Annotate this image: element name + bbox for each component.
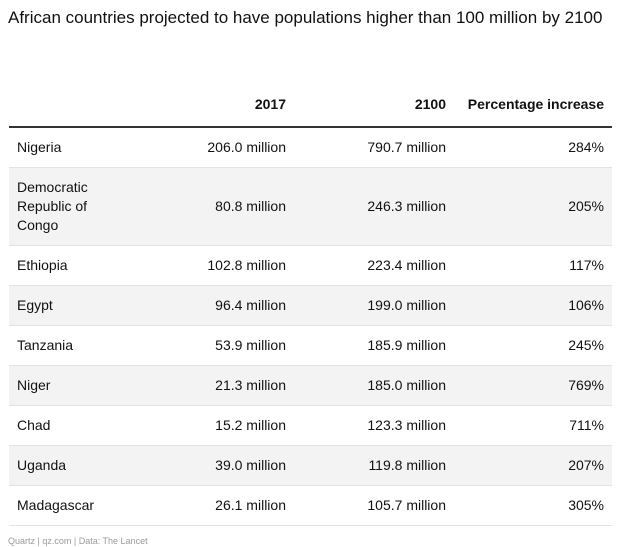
cell-country: Nigeria — [9, 127, 139, 168]
cell-population-2017: 26.1 million — [139, 485, 294, 526]
cell-population-2100: 119.8 million — [294, 445, 454, 486]
cell-percentage-increase: 284% — [454, 127, 612, 168]
cell-country: Uganda — [9, 445, 139, 486]
cell-country: Chad — [9, 405, 139, 446]
cell-percentage-increase: 711% — [454, 405, 612, 446]
cell-population-2017: 39.0 million — [139, 445, 294, 486]
header-2100: 2100 — [414, 96, 446, 112]
table-row: Nigeria 206.0 million 790.7 million 284% — [9, 127, 612, 168]
cell-country: Tanzania — [9, 325, 139, 366]
chart-title: African countries projected to have popu… — [8, 8, 603, 27]
cell-population-2100: 223.4 million — [294, 245, 454, 286]
table-row: Chad 15.2 million 123.3 million 711% — [9, 405, 612, 446]
table-header-row: 2017 2100 Percentage increase — [9, 74, 612, 127]
table-row: Madagascar 26.1 million 105.7 million 305% — [9, 485, 612, 526]
cell-population-2100: 185.9 million — [294, 325, 454, 366]
cell-percentage-increase: 106% — [454, 285, 612, 326]
table-body: Nigeria 206.0 million 790.7 million 284% Dem… — [9, 127, 612, 526]
table-row: Uganda 39.0 million 119.8 million 207% — [9, 445, 612, 486]
table-row: Ethiopia 102.8 million 223.4 million 117% — [9, 245, 612, 286]
cell-percentage-increase: 205% — [454, 167, 612, 246]
cell-population-2017: 15.2 million — [139, 405, 294, 446]
cell-population-2100: 246.3 million — [294, 167, 454, 246]
header-2017: 2017 — [254, 96, 286, 112]
cell-percentage-increase: 305% — [454, 485, 612, 526]
cell-population-2017: 206.0 million — [139, 127, 294, 168]
cell-country: Madagascar — [9, 485, 139, 526]
population-table: 2017 2100 Percentage increase Nigeria 206… — [9, 74, 612, 526]
table-row: Niger 21.3 million 185.0 million 769% — [9, 365, 612, 406]
cell-country: Ethiopia — [9, 245, 139, 286]
cell-country: Niger — [9, 365, 139, 406]
source-note: Quartz | qz.com | Data: The Lancet — [8, 536, 148, 546]
table-row: Tanzania 53.9 million 185.9 million 245% — [9, 325, 612, 366]
cell-population-2100: 199.0 million — [294, 285, 454, 326]
header-percentage-increase: Percentage increase — [467, 96, 604, 112]
cell-population-2100: 123.3 million — [294, 405, 454, 446]
cell-percentage-increase: 769% — [454, 365, 612, 406]
cell-population-2100: 185.0 million — [294, 365, 454, 406]
cell-population-2100: 105.7 million — [294, 485, 454, 526]
cell-population-2017: 21.3 million — [139, 365, 294, 406]
cell-population-2017: 102.8 million — [139, 245, 294, 286]
cell-population-2100: 790.7 million — [294, 127, 454, 168]
header-country — [9, 74, 139, 127]
cell-percentage-increase: 245% — [454, 325, 612, 366]
cell-percentage-increase: 117% — [454, 245, 612, 286]
table-row: Democratic Republic of Congo 80.8 million… — [9, 167, 612, 246]
cell-country: Egypt — [9, 285, 139, 326]
table-row: Egypt 96.4 million 199.0 million 106% — [9, 285, 612, 326]
cell-country: Democratic Republic of Congo — [9, 167, 139, 246]
cell-population-2017: 80.8 million — [139, 167, 294, 246]
cell-percentage-increase: 207% — [454, 445, 612, 486]
cell-population-2017: 53.9 million — [139, 325, 294, 366]
cell-population-2017: 96.4 million — [139, 285, 294, 326]
